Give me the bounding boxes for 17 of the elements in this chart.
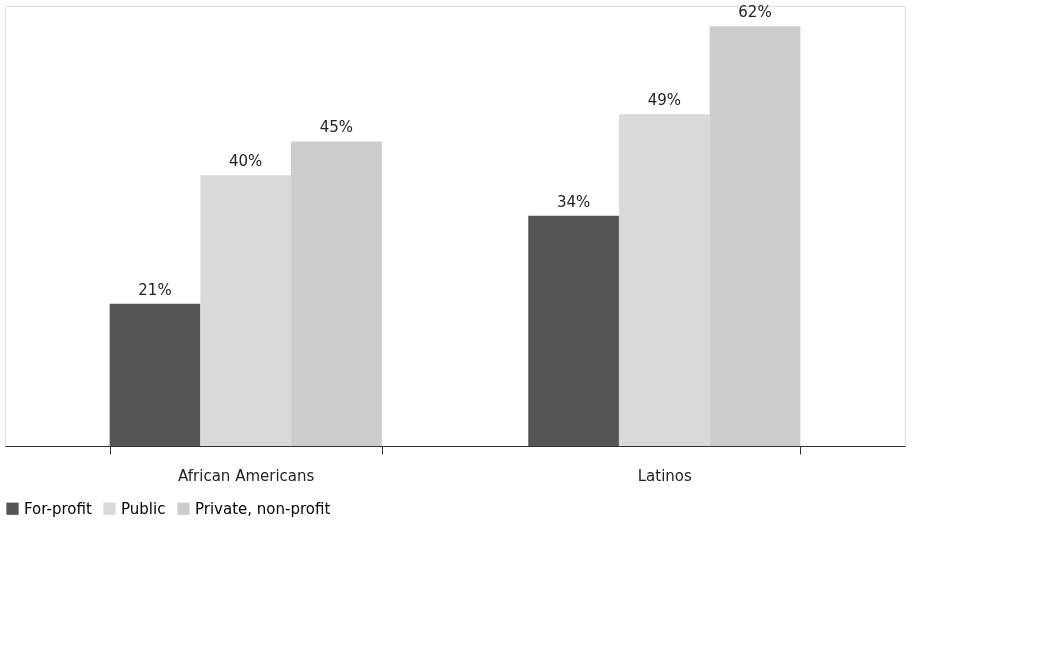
data-label: 45% [319, 118, 354, 137]
bar [109, 303, 201, 446]
x-tick-label: Latinos [637, 466, 693, 485]
bar [709, 26, 801, 446]
x-tick-label: African Americans [178, 466, 315, 485]
legend-label: Private, non-profit [195, 499, 331, 518]
bar [618, 114, 710, 446]
bar [528, 215, 619, 446]
legend-label: Public [121, 499, 166, 518]
data-label: 21% [138, 280, 172, 299]
data-label: 62% [738, 3, 772, 22]
bar [200, 175, 292, 446]
data-label: 49% [647, 91, 681, 110]
legend-label: For-profit [24, 499, 92, 518]
data-label: 34% [556, 192, 591, 211]
data-label: 40% [229, 152, 263, 171]
bar [291, 141, 382, 446]
